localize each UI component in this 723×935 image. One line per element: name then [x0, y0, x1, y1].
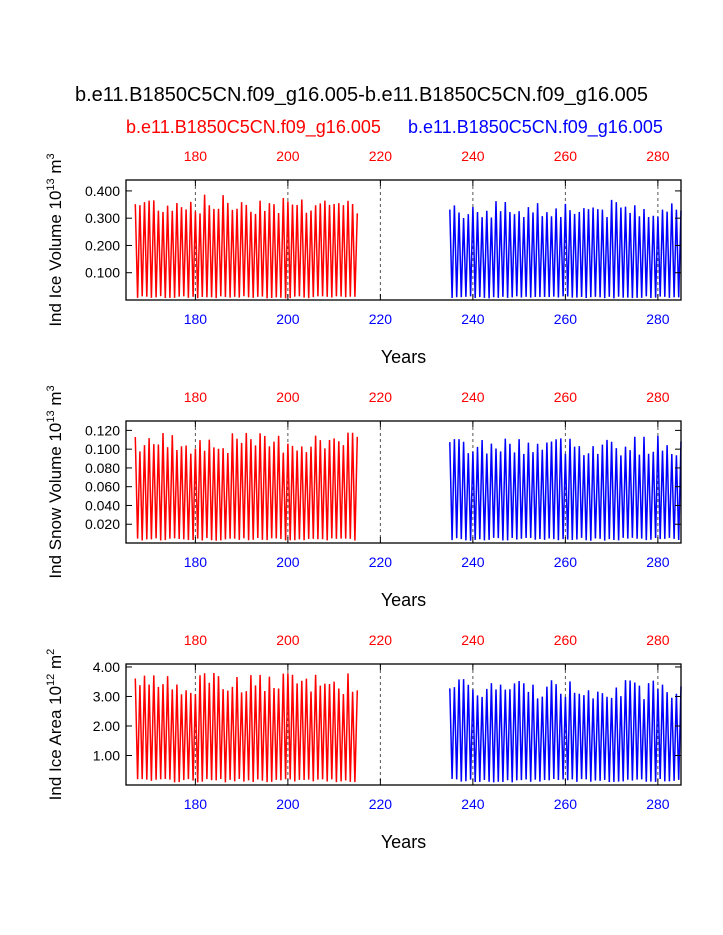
y-tick-label: 0.100 [85, 441, 120, 457]
plot-frame [125, 179, 682, 301]
x-tick-label-top: 200 [276, 632, 300, 648]
x-tick-label-top: 280 [646, 632, 670, 648]
x-tick-label-bottom: 240 [461, 311, 485, 327]
plot-frame [125, 663, 682, 786]
plot-frame [125, 420, 682, 544]
series-case2-line [449, 199, 682, 299]
series-case2-line [449, 435, 682, 541]
x-tick-label-top: 240 [461, 389, 485, 405]
x-tick-label-bottom: 260 [554, 554, 578, 570]
y-tick-label: 0.300 [85, 210, 120, 226]
series-case2-line [449, 679, 682, 783]
x-tick-label-top: 280 [646, 148, 670, 164]
y-axis-label: Ind Snow Volume 1013 m3 [45, 385, 65, 578]
series-case1-line [134, 672, 359, 783]
x-tick-label-top: 260 [554, 632, 578, 648]
x-tick-label-bottom: 220 [369, 554, 393, 570]
x-tick-label-top: 220 [369, 632, 393, 648]
x-tick-label-bottom: 200 [276, 796, 300, 812]
x-tick-label-bottom: 260 [554, 311, 578, 327]
page-title: b.e11.B1850C5CN.f09_g16.005-b.e11.B1850C… [74, 84, 649, 106]
y-axis-label: Ind Ice Volume 1013 m3 [45, 153, 65, 326]
x-tick-label-top: 260 [554, 148, 578, 164]
y-tick-label: 0.040 [85, 497, 120, 513]
x-tick-label-top: 260 [554, 389, 578, 405]
y-tick-label: 0.400 [85, 183, 120, 199]
x-tick-label-top: 220 [369, 148, 393, 164]
x-axis-label: Years [381, 347, 426, 367]
x-tick-label-bottom: 180 [184, 311, 208, 327]
x-tick-label-top: 220 [369, 389, 393, 405]
x-tick-label-bottom: 180 [184, 554, 208, 570]
x-tick-label-top: 240 [461, 148, 485, 164]
y-tick-label: 0.060 [85, 479, 120, 495]
x-tick-label-bottom: 220 [369, 311, 393, 327]
y-tick-label: 3.00 [93, 688, 120, 704]
x-axis-label: Years [381, 832, 426, 852]
x-tick-label-bottom: 240 [461, 796, 485, 812]
series-case1-line [134, 194, 359, 299]
x-tick-label-bottom: 240 [461, 554, 485, 570]
y-tick-label: 0.080 [85, 460, 120, 476]
y-tick-label: 2.00 [93, 718, 120, 734]
case2-title: b.e11.B1850C5CN.f09_g16.005 [408, 117, 663, 137]
y-tick-label: 0.020 [85, 516, 120, 532]
x-tick-label-bottom: 200 [276, 311, 300, 327]
case1-title: b.e11.B1850C5CN.f09_g16.005 [126, 117, 381, 137]
x-tick-label-bottom: 220 [369, 796, 393, 812]
x-tick-label-top: 200 [276, 148, 300, 164]
y-tick-label: 0.120 [85, 422, 120, 438]
x-tick-label-top: 180 [184, 148, 208, 164]
y-tick-label: 0.100 [85, 265, 120, 281]
x-tick-label-top: 200 [276, 389, 300, 405]
y-tick-label: 0.200 [85, 237, 120, 253]
y-tick-label: 1.00 [93, 747, 120, 763]
x-tick-label-bottom: 280 [646, 796, 670, 812]
y-axis-label: Ind Ice Area 1012 m2 [45, 649, 65, 801]
x-tick-label-bottom: 280 [646, 311, 670, 327]
y-tick-label: 4.00 [93, 659, 120, 675]
x-tick-label-bottom: 280 [646, 554, 670, 570]
x-axis-label: Years [381, 590, 426, 610]
x-tick-label-top: 240 [461, 632, 485, 648]
x-tick-label-top: 280 [646, 389, 670, 405]
x-tick-label-bottom: 180 [184, 796, 208, 812]
x-tick-label-top: 180 [184, 632, 208, 648]
x-tick-label-top: 180 [184, 389, 208, 405]
x-tick-label-bottom: 200 [276, 554, 300, 570]
series-case1-line [134, 432, 359, 541]
x-tick-label-bottom: 260 [554, 796, 578, 812]
